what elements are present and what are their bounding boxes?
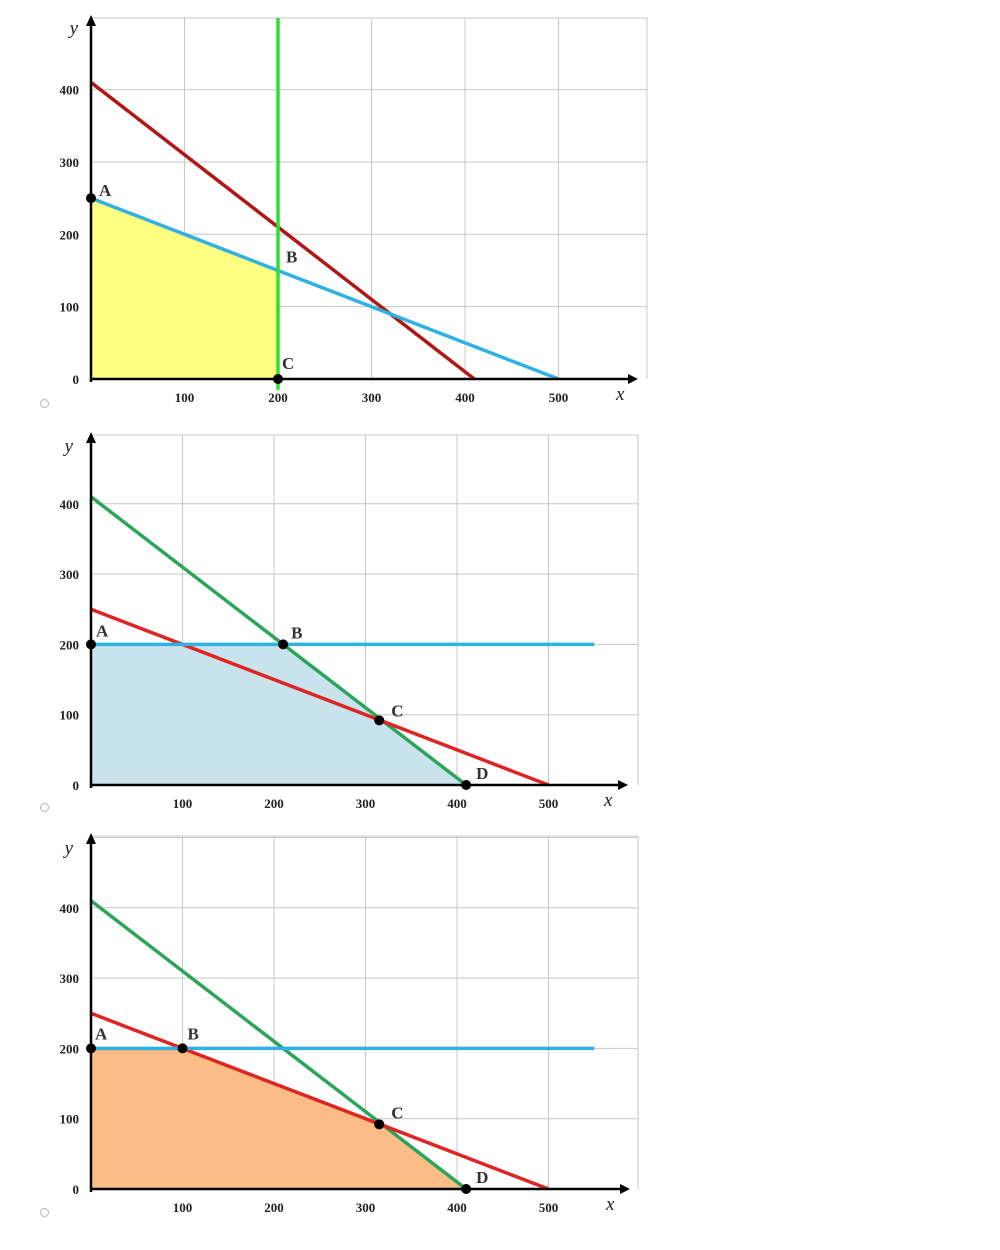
x-tick-label: 400: [447, 1200, 467, 1215]
x-tick-label: 400: [447, 796, 467, 811]
y-axis-label: y: [68, 18, 79, 39]
y-tick-label: 100: [60, 300, 80, 315]
x-axis-label: x: [605, 1194, 615, 1215]
chart-3: 100 200 300 400 500 0 100 200 300 400 x y A B C D: [60, 833, 639, 1215]
vertex-point-a: [86, 639, 96, 650]
vertex-label-a: A: [99, 181, 112, 200]
option-radio-1[interactable]: [40, 399, 49, 408]
x-tick-label: 100: [173, 1200, 193, 1215]
vertex-label-b: B: [291, 623, 302, 642]
y-tick-label: 0: [73, 778, 80, 793]
vertex-label-c: C: [282, 354, 294, 373]
y-tick-label: 300: [60, 971, 80, 986]
constraint-line-2: [90, 196, 560, 381]
vertex-point-c: [374, 715, 385, 726]
chart-1: 100 200 300 400 500 0 100 200 300 400 x y A B C: [60, 15, 648, 405]
y-axis-arrow: [86, 432, 96, 443]
constraint-line-2: [90, 607, 550, 787]
y-tick-label: 200: [60, 1041, 80, 1056]
x-tick-label: 400: [455, 390, 475, 405]
x-tick-label: 100: [173, 796, 193, 811]
x-tick-label: 500: [539, 796, 559, 811]
x-tick-label: 200: [264, 796, 284, 811]
option-radio-2[interactable]: [40, 803, 49, 812]
x-tick-label: 300: [356, 1200, 376, 1215]
vertex-label-d: D: [476, 764, 488, 783]
vertex-point-a: [86, 1043, 96, 1054]
vertex-label-b: B: [188, 1024, 199, 1043]
x-tick-label: 200: [264, 1200, 284, 1215]
y-tick-label: 300: [60, 155, 80, 170]
constraint-line-2: [90, 1011, 550, 1191]
vertex-point-d: [461, 1184, 472, 1194]
vertex-label-c: C: [391, 1103, 403, 1122]
x-tick-label: 200: [268, 390, 288, 405]
feasible-region: [91, 644, 467, 785]
y-tick-label: 200: [60, 227, 80, 242]
x-tick-label: 300: [362, 390, 382, 405]
x-tick-label: 300: [356, 796, 376, 811]
vertex-point-c: [273, 374, 283, 384]
vertex-label-b: B: [286, 247, 297, 266]
y-axis-label: y: [63, 436, 74, 457]
constraint-line-1: [89, 899, 468, 1191]
x-axis-arrow: [618, 780, 628, 790]
y-tick-label: 100: [60, 708, 80, 723]
x-axis-label: x: [603, 790, 613, 811]
constraint-line-1: [89, 495, 468, 787]
x-tick-label: 500: [549, 390, 569, 405]
vertex-label-a: A: [95, 1024, 108, 1043]
vertex-label-d: D: [476, 1168, 488, 1187]
y-tick-label: 100: [60, 1112, 80, 1127]
x-axis-arrow: [628, 374, 638, 384]
feasible-region: [91, 198, 278, 379]
vertex-label-a: A: [96, 621, 109, 640]
y-tick-label: 0: [73, 372, 80, 387]
x-axis-label: x: [615, 384, 625, 405]
y-tick-label: 400: [60, 497, 80, 512]
y-tick-label: 200: [60, 637, 80, 652]
vertex-point-b: [278, 639, 289, 650]
x-tick-label: 100: [175, 390, 195, 405]
vertex-point-c: [374, 1119, 385, 1130]
x-axis-arrow: [620, 1184, 630, 1194]
vertex-point-b: [177, 1043, 188, 1054]
option-radio-3[interactable]: [40, 1208, 49, 1217]
x-tick-label: 500: [539, 1200, 559, 1215]
vertex-point-d: [461, 780, 472, 790]
y-tick-label: 400: [60, 901, 80, 916]
y-axis-arrow: [86, 15, 96, 26]
vertex-point-a: [86, 193, 96, 204]
y-tick-label: 400: [60, 83, 80, 98]
vertex-label-c: C: [391, 701, 403, 720]
y-tick-label: 0: [73, 1182, 80, 1197]
y-tick-label: 300: [60, 567, 80, 582]
y-axis-label: y: [63, 838, 74, 859]
chart-2: 100 200 300 400 500 0 100 200 300 400 x y A B C D: [60, 432, 639, 811]
y-axis-arrow: [86, 833, 96, 844]
constraint-line-1: [89, 80, 476, 381]
feasible-region: [91, 1048, 467, 1189]
